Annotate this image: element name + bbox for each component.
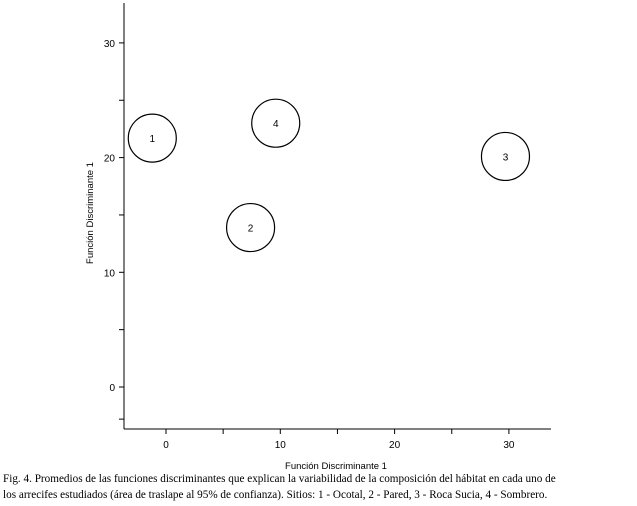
confidence-circle (251, 98, 301, 148)
caption-line-2: los arrecifes estudiados (área de trasla… (3, 488, 548, 501)
scatter-chart: 0 10 20 30 0 10 20 30 1 2 3 4 Función Discriminant… (85, 3, 551, 470)
x-tick-label: 0 (163, 440, 169, 451)
x-tick-label: 30 (503, 440, 515, 451)
data-point: 4 (251, 98, 301, 148)
point-label: 2 (248, 224, 254, 235)
data-point: 1 (127, 113, 177, 163)
y-tick-label: 20 (104, 154, 116, 165)
data-point: 2 (225, 202, 276, 253)
y-axis-title: Función Discriminante 1 (85, 162, 96, 264)
data-points: 1 2 3 4 (127, 98, 531, 253)
x-tick-label: 10 (275, 440, 287, 451)
figure-caption: Fig. 4. Promedios de las funciones discr… (3, 472, 635, 503)
confidence-circle (127, 113, 177, 163)
confidence-circle (225, 202, 276, 253)
confidence-circle (480, 131, 531, 182)
point-label: 4 (273, 119, 279, 130)
point-label: 3 (503, 152, 509, 163)
x-tick-label: 20 (389, 440, 401, 451)
y-tick-label: 0 (109, 383, 115, 394)
axes: 0 10 20 30 0 10 20 30 (104, 3, 551, 451)
caption-line-1: Fig. 4. Promedios de las funciones discr… (3, 473, 556, 485)
data-point: 3 (480, 131, 531, 182)
point-label: 1 (150, 134, 156, 145)
y-tick-label: 10 (104, 268, 116, 279)
y-tick-label: 30 (104, 39, 116, 50)
x-axis-title: Función Discriminante 1 (285, 461, 387, 470)
